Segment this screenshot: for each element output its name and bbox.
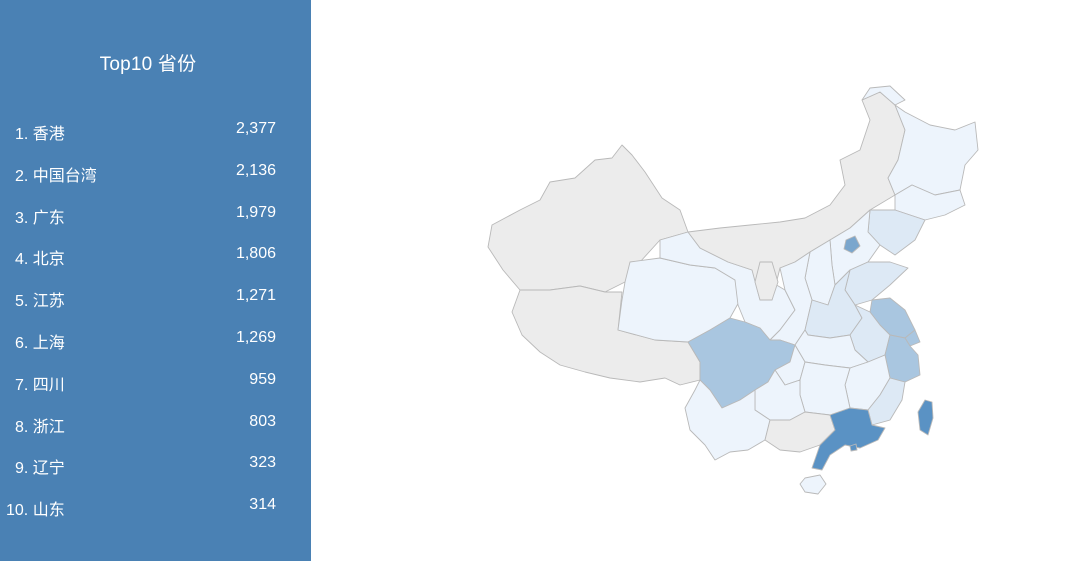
province-value: 1,979 — [235, 203, 276, 221]
province-value: 1,271 — [235, 287, 276, 305]
rank-row: 2. 中国台湾 2,136 — [0, 152, 296, 194]
region-shandong[interactable] — [844, 261, 909, 306]
region-hainan[interactable] — [799, 474, 827, 495]
province-label: 5. 江苏 — [15, 293, 65, 311]
province-label: 2. 中国台湾 — [15, 167, 97, 185]
region-yunnan[interactable] — [684, 379, 771, 461]
rank-row: 7. 四川 959 — [0, 361, 296, 403]
rank-row: 3. 广东 1,979 — [0, 194, 296, 236]
province-value: 314 — [249, 496, 276, 514]
province-label: 8. 浙江 — [15, 418, 65, 436]
top10-panel: Top10 省份 1. 香港 2,377 2. 中国台湾 2,136 3. 广东… — [0, 0, 311, 561]
province-value: 323 — [249, 454, 276, 472]
region-tibet[interactable] — [511, 285, 701, 386]
province-label: 9. 辽宁 — [15, 460, 65, 478]
region-beijing[interactable] — [843, 235, 861, 254]
province-value: 959 — [249, 370, 276, 388]
province-label: 1. 香港 — [15, 126, 65, 143]
region-hunan[interactable] — [799, 361, 851, 416]
rank-row: 9. 辽宁 323 — [0, 444, 296, 486]
province-label: 10. 山东 — [6, 502, 65, 520]
province-value: 2,377 — [235, 120, 276, 137]
region-hongkong[interactable] — [849, 443, 858, 452]
province-value: 2,136 — [235, 161, 276, 179]
province-label: 7. 四川 — [15, 376, 65, 394]
rank-row: 1. 香港 2,377 — [0, 110, 296, 152]
rank-row: 6. 上海 1,269 — [0, 319, 296, 361]
province-value: 1,806 — [235, 245, 276, 263]
rank-row: 5. 江苏 1,271 — [0, 277, 296, 319]
rank-row: 4. 北京 1,806 — [0, 235, 296, 277]
rank-list: 1. 香港 2,377 2. 中国台湾 2,136 3. 广东 1,979 4.… — [0, 110, 296, 528]
rank-row: 10. 山东 314 — [0, 486, 296, 528]
region-ningxia[interactable] — [754, 261, 779, 301]
rank-row: 8. 浙江 803 — [0, 403, 296, 445]
province-label: 4. 北京 — [15, 251, 65, 269]
china-choropleth-map[interactable] — [480, 80, 1000, 510]
panel-title: Top10 省份 — [99, 54, 197, 75]
province-label: 3. 广东 — [15, 209, 65, 227]
region-taiwan[interactable] — [917, 399, 934, 436]
province-value: 1,269 — [235, 328, 276, 346]
province-value: 803 — [249, 412, 276, 430]
province-label: 6. 上海 — [15, 334, 65, 352]
